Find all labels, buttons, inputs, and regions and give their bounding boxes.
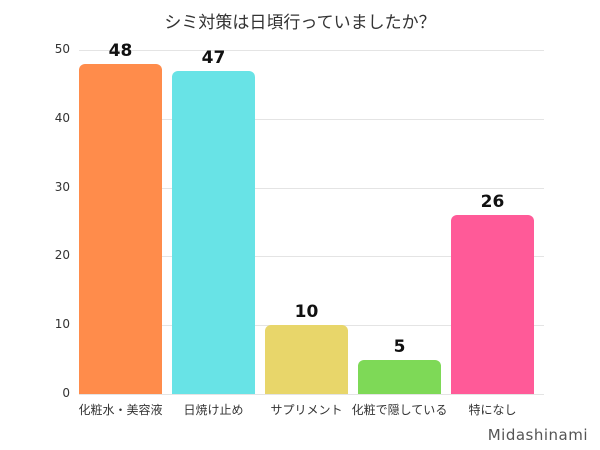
bar [79, 63, 162, 394]
y-tick-label: 50 [54, 42, 70, 56]
bar [172, 70, 255, 394]
x-tick-label: 化粧水・美容液 [78, 403, 163, 417]
value-label: 26 [480, 192, 505, 213]
y-tick-label: 20 [54, 248, 70, 263]
x-tick-label: 特になし [468, 403, 517, 417]
gridline [79, 394, 544, 395]
brand-watermark: Midashinami [487, 426, 588, 444]
y-tick-label: 40 [54, 110, 70, 125]
gridline [79, 187, 544, 189]
bar [358, 359, 441, 394]
y-tick-label: 0 [62, 386, 70, 400]
chart-title: シミ対策は日頃行っていましたか？ [164, 13, 436, 33]
x-tick-label: 日焼け止め [183, 403, 244, 417]
gridline [79, 118, 544, 120]
bar [451, 215, 534, 394]
y-tick-label: 30 [54, 179, 70, 194]
x-tick-label: 化粧で隠している [351, 403, 448, 417]
value-label: 47 [201, 47, 226, 68]
gridline [79, 256, 544, 258]
y-tick-label: 10 [54, 317, 70, 332]
gridline [79, 50, 544, 51]
plot-area: 48 47 10 5 26 [79, 41, 544, 395]
value-label: 5 [393, 336, 406, 357]
value-label: 48 [108, 40, 133, 61]
value-label: 10 [294, 302, 319, 323]
x-tick-label: サプリメント [270, 403, 343, 417]
bar [265, 325, 348, 394]
